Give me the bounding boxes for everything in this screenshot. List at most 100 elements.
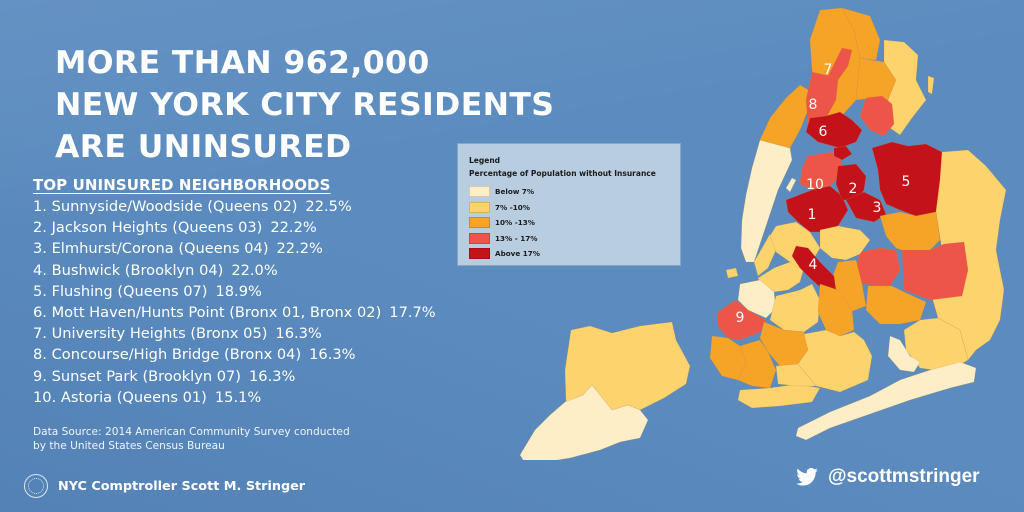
map-region-brooklyn-yellow-se <box>797 329 873 393</box>
uninsured-pct: 22.0% <box>231 261 278 279</box>
legend-label: 7% -10% <box>495 202 530 212</box>
map-label-9: 9 <box>736 310 745 326</box>
list-item: 5. Flushing (Queens 07) 18.9% <box>33 281 436 302</box>
legend-swatch <box>469 248 490 260</box>
legend-item-13-17: 13% - 17% <box>469 231 669 247</box>
map-region-brooklyn-ctr <box>769 283 821 333</box>
neighborhood-name: Flushing (Queens 07) <box>51 282 208 300</box>
map-label-4: 4 <box>809 257 818 273</box>
map-region-rockaway <box>795 361 977 441</box>
map-region-bronx-6 <box>805 111 863 149</box>
neighborhood-name: Elmhurst/Corona (Queens 04) <box>51 240 269 258</box>
nyc-uninsured-map: 1 2 3 4 5 6 7 8 9 10 <box>520 7 1007 460</box>
map-region-brooklyn-orange-e <box>817 283 855 337</box>
map-label-7: 7 <box>824 62 833 78</box>
legend-label: Below 7% <box>495 187 535 197</box>
list-item: 6. Mott Haven/Hunts Point (Bronx 01, Bro… <box>33 302 436 323</box>
source-line-1: Data Source: 2014 American Community Sur… <box>33 426 350 438</box>
footer-org: NYC Comptroller Scott M. Stringer <box>24 474 305 498</box>
map-label-3: 3 <box>873 200 882 216</box>
list-item: 8. Concourse/High Bridge (Bronx 04) 16.3% <box>33 344 436 365</box>
map-label-6: 6 <box>819 124 828 140</box>
uninsured-pct: 16.3% <box>309 346 356 364</box>
map-region-brooklyn-below7 <box>737 279 777 319</box>
neighborhood-name: Concourse/High Bridge (Bronx 04) <box>51 346 302 364</box>
uninsured-pct: 22.2% <box>270 219 317 237</box>
footer-twitter[interactable]: @scottmstringer <box>796 466 980 488</box>
rank: 8. <box>33 346 47 364</box>
map-region-city-island <box>927 75 935 95</box>
map-region-queens-red-right <box>901 241 969 301</box>
uninsured-pct: 16.3% <box>275 325 322 343</box>
neighborhood-name: University Heights (Bronx 05) <box>51 325 268 343</box>
map-region-lower-manhattan-ext <box>753 233 777 277</box>
map-region-governors <box>725 267 739 279</box>
uninsured-pct: 18.9% <box>215 282 262 300</box>
map-label-5: 5 <box>902 174 911 190</box>
map-label-2: 2 <box>849 181 858 197</box>
map-region-brooklyn-orange-sw1 <box>709 335 747 381</box>
legend-item-below-7: Below 7% <box>469 184 669 200</box>
map-region-staten-island-south <box>520 384 649 460</box>
uninsured-pct: 15.1% <box>214 388 262 406</box>
map-region-roosevelt <box>785 177 797 193</box>
legend-swatch <box>469 186 490 198</box>
rank: 3. <box>33 240 47 258</box>
rank: 7. <box>33 325 47 343</box>
neighborhood-name: Sunnyside/Woodside (Queens 02) <box>51 198 298 215</box>
map-region-jamaica-bay-islands <box>887 335 921 373</box>
map-region-bronx-east <box>883 39 927 136</box>
neighborhood-name: Bushwick (Brooklyn 04) <box>51 261 224 279</box>
rank: 10. <box>33 388 57 406</box>
legend-swatch <box>469 217 490 229</box>
legend-subtitle: Percentage of Population without Insuran… <box>469 169 656 178</box>
neighborhood-name: Astoria (Queens 01) <box>60 388 207 406</box>
legend-item-10-13: 10% -13% <box>469 215 669 231</box>
list-item: 4. Bushwick (Brooklyn 04) 22.0% <box>33 260 436 281</box>
rank: 2. <box>33 219 47 237</box>
rank: 9. <box>33 367 47 385</box>
map-region-bronx-north <box>841 7 881 61</box>
map-region-queens-se <box>929 149 1007 361</box>
legend-swatch <box>469 201 490 213</box>
nyc-seal-icon <box>24 474 48 498</box>
headline-line-3: ARE UNINSURED <box>55 129 352 165</box>
top-neighborhoods-section: TOP UNINSURED NEIGHBORHOODS 1. Sunnyside… <box>33 176 436 408</box>
uninsured-pct: 22.2% <box>276 240 323 258</box>
map-region-queens-yellow-w <box>819 225 871 261</box>
map-region-rikers <box>833 145 853 161</box>
org-name: NYC Comptroller Scott M. Stringer <box>58 478 306 494</box>
twitter-handle[interactable]: @scottmstringer <box>828 466 980 487</box>
headline-line-2: NEW YORK CITY RESIDENTS <box>55 87 555 123</box>
legend-title: Legend <box>469 156 501 165</box>
map-label-1: 1 <box>808 207 817 223</box>
map-region-upper-manhattan <box>759 84 813 149</box>
legend-label: 10% -13% <box>495 218 535 228</box>
headline: MORE THAN 962,000 NEW YORK CITY RESIDENT… <box>55 42 554 168</box>
rank: 6. <box>33 304 47 322</box>
map-legend: Legend Percentage of Population without … <box>457 143 681 266</box>
source-line-2: by the United States Census Bureau <box>33 440 225 452</box>
list-item: 1. Sunnyside/Woodside (Queens 02) 22.5% <box>33 196 436 217</box>
data-source-note: Data Source: 2014 American Community Sur… <box>33 425 350 453</box>
list-item: 10. Astoria (Queens 01) 15.1% <box>33 387 436 408</box>
list-item: 9. Sunset Park (Brooklyn 07) 16.3% <box>33 366 436 387</box>
map-region-brooklyn-yellow-s <box>737 383 821 409</box>
rank: 5. <box>33 282 47 300</box>
legend-item-7-10: 7% -10% <box>469 200 669 216</box>
neighborhood-name: Mott Haven/Hunts Point (Bronx 01, Bronx … <box>51 304 382 322</box>
map-number-labels: 1 2 3 4 5 6 7 8 9 10 <box>736 62 911 326</box>
list-item: 7. University Heights (Bronx 05) 16.3% <box>33 323 436 344</box>
uninsured-pct: 16.3% <box>249 367 296 385</box>
headline-line-1: MORE THAN 962,000 <box>55 45 430 81</box>
neighborhood-list: 1. Sunnyside/Woodside (Queens 02) 22.5% 2… <box>33 196 436 408</box>
legend-item-above-17: Above 17% <box>469 246 669 262</box>
map-region-queens-mid <box>879 211 941 255</box>
rank: 1. <box>33 198 47 215</box>
map-region-bronx-8 <box>805 71 839 125</box>
map-label-10: 10 <box>806 177 824 193</box>
neighborhood-name: Jackson Heights (Queens 03) <box>51 219 263 237</box>
list-item: 3. Elmhurst/Corona (Queens 04) 22.2% <box>33 238 436 259</box>
map-label-8: 8 <box>809 97 818 113</box>
uninsured-pct: 17.7% <box>389 304 436 322</box>
